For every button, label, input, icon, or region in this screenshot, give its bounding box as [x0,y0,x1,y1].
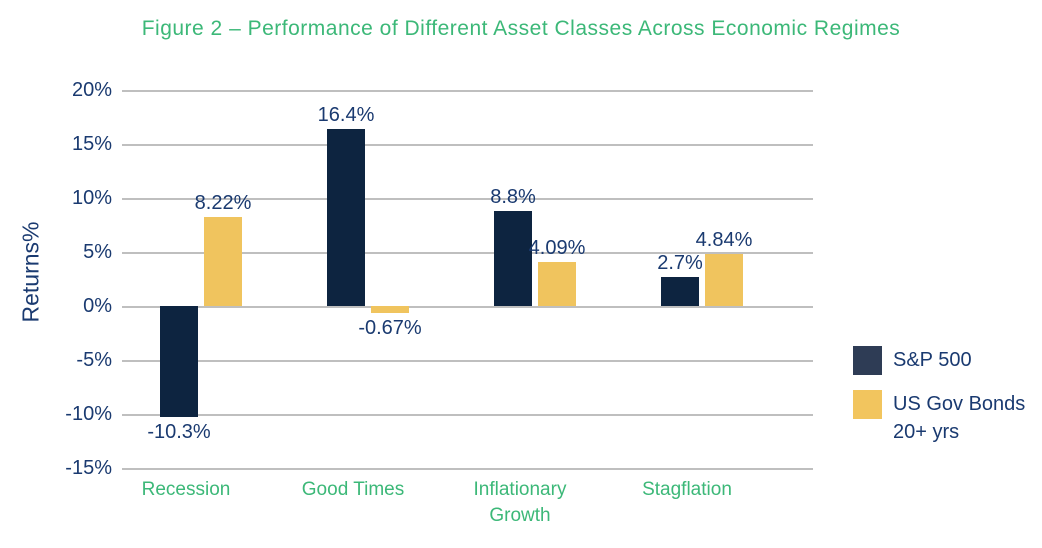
bar-s-p-500-good-times [327,128,365,306]
legend-item-sp500: S&P 500 [853,346,1025,375]
bar-us-gov-bonds-20-yrs-inflationary-growth [538,261,576,306]
legend-label-bonds: US Gov Bonds 20+ yrs [893,390,1025,446]
y-tick-label: -10% [65,403,112,425]
figure-title: Figure 2 – Performance of Different Asse… [141,17,901,40]
legend-swatch-bonds [853,390,882,419]
bar-s-p-500-inflationary-growth [494,210,532,306]
bar-s-p-500-stagflation [661,276,699,306]
y-tick-label: 5% [83,241,112,263]
gridline [122,414,813,416]
category-label-inflationary-growth: Inflationary Growth [473,479,567,526]
bar-us-gov-bonds-20-yrs-stagflation [705,253,743,306]
gridline [122,198,813,200]
bar-value-label: 8.8% [490,185,536,208]
y-tick-label: 20% [71,79,112,101]
y-tick-label: 10% [71,187,112,209]
category-label-recession: Recession [141,479,231,500]
gridline [122,468,813,470]
gridline [122,306,813,308]
gridline [122,90,813,92]
gridline [122,252,813,254]
gridline [122,360,813,362]
bar-value-label: 8.22% [194,192,252,215]
y-tick-label: 15% [71,133,112,155]
legend-label-bonds-line2: 20+ yrs [893,421,960,443]
bar-us-gov-bonds-20-yrs-good-times [371,306,409,314]
legend-label-sp500: S&P 500 [893,349,972,371]
bar-value-label: 16.4% [317,103,375,126]
category-label-good-times: Good Times [301,479,405,500]
legend-label-bonds-line1: US Gov Bonds [893,393,1026,415]
category-label-stagflation: Stagflation [642,479,732,500]
bar-value-label: 2.7% [657,251,703,274]
bar-value-label: 4.84% [695,228,753,251]
bar-value-label: -10.3% [147,421,211,444]
bar-s-p-500-recession [160,306,198,418]
gridline [122,144,813,146]
bar-value-label: 4.09% [528,236,586,259]
legend: S&P 500 US Gov Bonds 20+ yrs [853,346,1025,446]
y-tick-label: -15% [65,457,112,479]
legend-swatch-sp500 [853,346,882,375]
bar-value-label: -0.67% [358,317,422,340]
y-tick-label: -5% [76,349,112,371]
y-tick-label: 0% [83,295,112,317]
legend-item-bonds: US Gov Bonds 20+ yrs [853,390,1025,446]
bar-us-gov-bonds-20-yrs-recession [204,217,242,306]
